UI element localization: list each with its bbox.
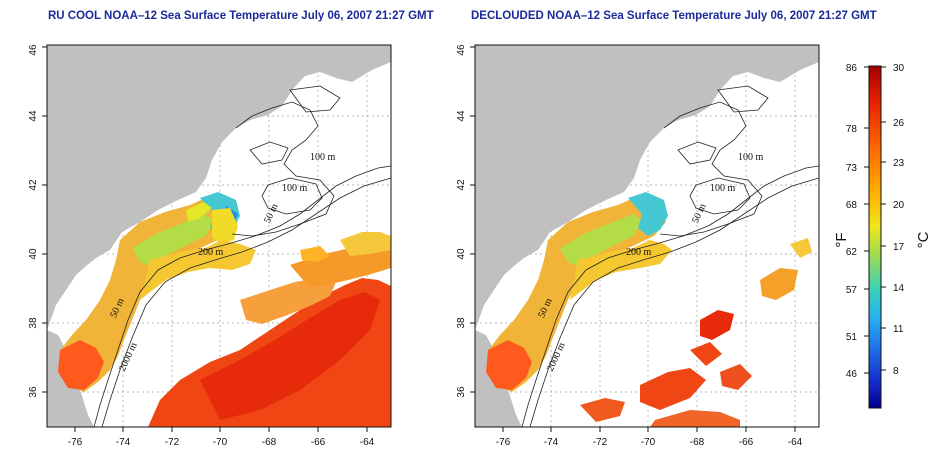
fahrenheit-tick-label: 51: [846, 332, 858, 343]
x-tick-label: -70: [213, 437, 228, 448]
y-tick-label: 40: [456, 248, 467, 260]
left-axis-ticks: [42, 46, 368, 432]
right-y-axis-labels: 36 38 40 42 44 46: [456, 44, 467, 398]
contour-label: 100 m: [282, 183, 308, 194]
right-x-axis-labels: -76 -74 -72 -70 -68 -66 -64: [496, 437, 803, 448]
celsius-unit-label: °C: [915, 231, 932, 248]
y-tick-label: 36: [456, 386, 467, 398]
y-tick-label: 38: [28, 317, 39, 329]
right-axis-ticks: [470, 46, 796, 432]
celsius-tick-label: 11: [893, 324, 904, 335]
celsius-tick-label: 8: [893, 366, 899, 377]
contour-label: 100 m: [710, 183, 736, 194]
colorbar-gradient: [868, 65, 882, 409]
celsius-tick-label: 17: [893, 242, 905, 253]
x-tick-label: -64: [360, 437, 375, 448]
y-tick-label: 40: [28, 248, 39, 260]
celsius-tick-label: 30: [893, 63, 905, 74]
left-map-frame: [46, 44, 392, 428]
left-y-axis-labels: 36 38 40 42 44 46: [28, 44, 39, 398]
celsius-tick-label: 23: [893, 158, 905, 169]
contour-label: 200 m: [626, 247, 652, 258]
x-tick-label: -72: [165, 437, 180, 448]
fahrenheit-tick-label: 57: [846, 285, 858, 296]
celsius-tick-labels: 30 26 23 20 17 14 11 8: [893, 63, 905, 377]
colorbar-ticks: [864, 66, 886, 374]
x-tick-label: -72: [593, 437, 608, 448]
contour-label: 100 m: [310, 152, 336, 163]
fahrenheit-unit-label: °F: [833, 232, 850, 247]
fahrenheit-tick-label: 78: [846, 124, 858, 135]
colorbar: 86 78 73 68 62 57 51 46 30 26 23 20 17 1…: [833, 63, 932, 409]
left-map: 100 m 100 m 50 m 200 m 50 m 2000 m: [47, 45, 391, 427]
celsius-tick-label: 26: [893, 118, 905, 129]
y-tick-label: 42: [456, 179, 467, 191]
y-tick-label: 38: [456, 317, 467, 329]
celsius-tick-label: 14: [893, 283, 905, 294]
x-tick-label: -76: [68, 437, 83, 448]
contour-label: 100 m: [738, 152, 764, 163]
fahrenheit-tick-label: 46: [846, 369, 858, 380]
y-tick-label: 42: [28, 179, 39, 191]
fahrenheit-tick-label: 73: [846, 163, 858, 174]
y-tick-label: 46: [456, 44, 467, 56]
right-map: 100 m 100 m 50 m 200 m 50 m 2000 m: [475, 45, 819, 427]
right-map-frame: [474, 44, 820, 428]
x-tick-label: -70: [641, 437, 656, 448]
fahrenheit-tick-labels: 86 78 73 68 62 57 51 46: [846, 63, 858, 380]
bathymetry-contours: [521, 85, 819, 427]
celsius-tick-label: 20: [893, 200, 905, 211]
x-tick-label: -64: [788, 437, 803, 448]
fahrenheit-tick-label: 68: [846, 200, 858, 211]
x-tick-label: -66: [311, 437, 326, 448]
left-map-title: RU COOL NOAA–12 Sea Surface Temperature …: [48, 10, 434, 22]
x-tick-label: -74: [116, 437, 131, 448]
y-tick-label: 36: [28, 386, 39, 398]
y-tick-label: 44: [28, 110, 39, 122]
x-tick-label: -68: [690, 437, 705, 448]
contour-label: 200 m: [198, 247, 224, 258]
x-tick-label: -76: [496, 437, 511, 448]
x-tick-label: -66: [739, 437, 754, 448]
sst-field: [58, 192, 391, 427]
x-tick-label: -74: [544, 437, 559, 448]
left-x-axis-labels: -76 -74 -72 -70 -68 -66 -64: [68, 437, 375, 448]
sst-field: [486, 192, 812, 427]
x-tick-label: -68: [262, 437, 277, 448]
y-tick-label: 44: [456, 110, 467, 122]
fahrenheit-tick-label: 62: [846, 247, 858, 258]
fahrenheit-tick-label: 86: [846, 63, 858, 74]
y-tick-label: 46: [28, 44, 39, 56]
right-map-title: DECLOUDED NOAA–12 Sea Surface Temperatur…: [471, 10, 877, 22]
bathymetry-contours: [93, 85, 391, 427]
